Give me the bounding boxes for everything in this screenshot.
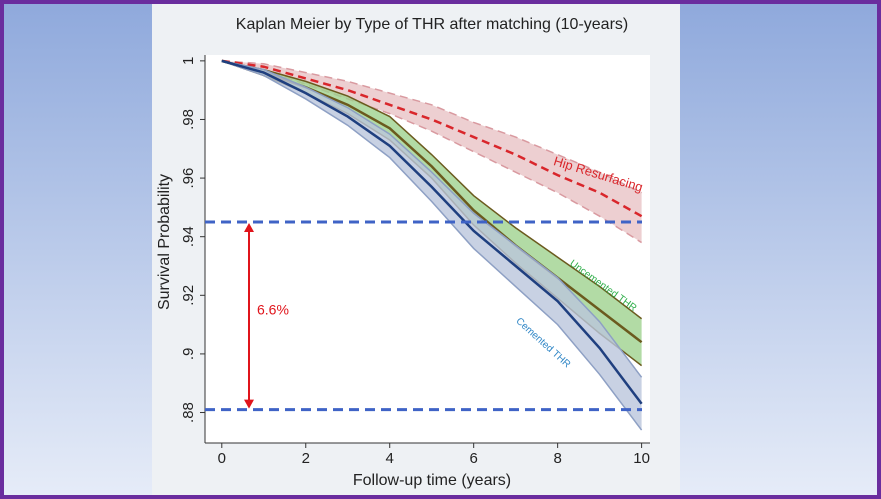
y-tick-label: 1 <box>180 57 197 65</box>
y-axis-label: Survival Probability <box>156 174 173 310</box>
y-tick-label: .98 <box>180 109 197 130</box>
band-edge <box>221 60 643 431</box>
y-tick-label: .92 <box>180 285 197 306</box>
band-edge <box>221 60 643 320</box>
y-tick-label: .9 <box>180 348 197 361</box>
arrow-head <box>244 399 254 409</box>
x-tick-label: 4 <box>386 450 394 467</box>
band-edge <box>221 60 642 194</box>
chart-title: Kaplan Meier by Type of THR after matchi… <box>236 16 628 33</box>
survival-line <box>221 59 643 405</box>
arrow-head <box>244 223 254 233</box>
y-tick-label: .88 <box>180 402 197 423</box>
survival-line <box>221 59 643 218</box>
x-tick-label: 10 <box>633 450 650 467</box>
y-tick-label: .94 <box>180 226 197 247</box>
x-tick-label: 6 <box>470 450 478 467</box>
x-tick-label: 8 <box>553 450 561 467</box>
x-axis-label: Follow-up time (years) <box>353 472 511 489</box>
annotation: 6.6% <box>257 302 289 318</box>
y-tick-label: .96 <box>180 168 197 189</box>
x-tick-label: 0 <box>218 450 226 467</box>
x-tick-label: 2 <box>302 450 310 467</box>
band-edge <box>221 60 643 378</box>
